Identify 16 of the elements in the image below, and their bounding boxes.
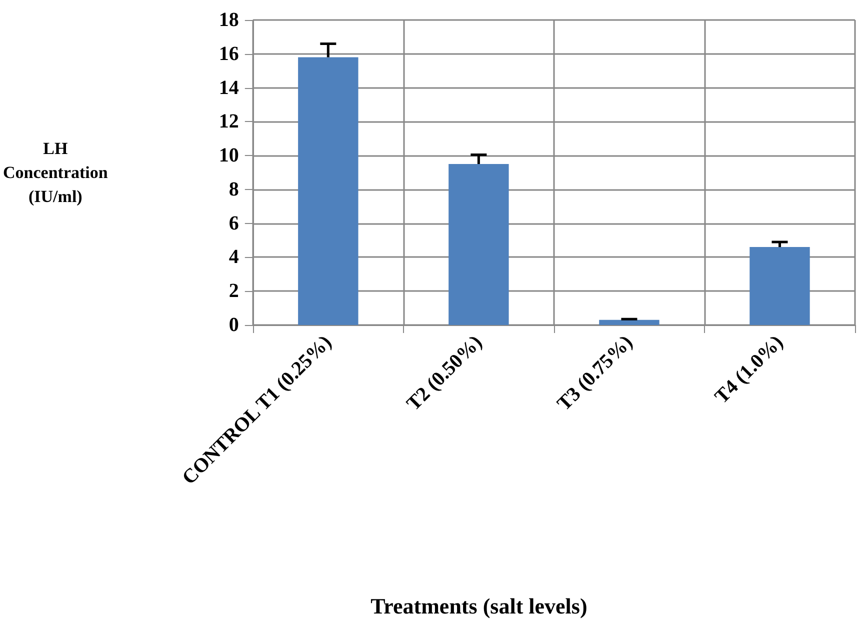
bar [298,57,358,325]
bar [448,164,509,325]
y-tick-label: 14 [218,76,239,99]
y-tick-label: 6 [228,212,239,234]
y-tick-label: 4 [228,246,239,268]
bar [750,247,810,325]
y-tick-label: 8 [228,178,239,200]
y-tick-label: 0 [228,314,239,336]
y-axis-title: LH Concentration (IU/ml) [2,139,108,206]
x-axis-title: Treatments (salt levels) [370,594,588,618]
y-tick-label: 2 [228,280,239,302]
bar [599,320,660,325]
y-tick-label: 12 [218,110,239,133]
y-tick-label: 10 [218,144,239,167]
y-tick-label: 16 [218,42,239,65]
y-tick-label: 18 [218,9,239,31]
